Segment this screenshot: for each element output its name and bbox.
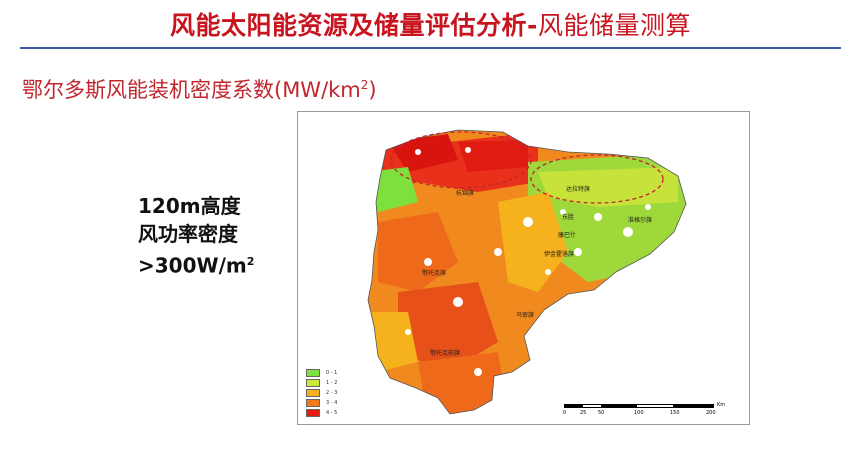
legend-label: 1 - 2 [326,379,338,386]
map-legend: 0 - 1 1 - 2 2 - 3 3 - 4 4 - 5 [306,368,337,418]
note-line-2: 风功率密度 [138,222,238,246]
legend-swatch [306,398,320,407]
scale-tick: 200 [706,410,716,416]
scale-unit: Km [717,402,726,408]
legend-item: 4 - 5 [306,408,337,417]
title-divider [20,47,841,49]
legend-swatch [306,368,320,377]
place-label: 康巴什 [558,232,577,239]
legend-label: 4 - 5 [326,409,338,416]
place-label: 鄂托克旗 [422,270,447,277]
high-density-zone-west [390,131,532,189]
legend-swatch [306,378,320,387]
legend-label: 2 - 3 [326,389,338,396]
legend-item: 3 - 4 [306,398,337,407]
scale-tick: 100 [634,410,644,416]
legend-label: 0 - 1 [326,369,338,376]
note-line-1: 120m高度 [138,194,241,218]
slide-title-sub: 风能储量测算 [537,11,691,40]
map-fill [368,130,686,414]
scale-bar-track [564,404,714,408]
note-line-3: >300W/m2 [138,248,254,280]
density-map: 杭锦旗 达拉特旗 准格尔旗 东胜 康巴什 伊金霍洛旗 鄂托克旗 乌审旗 鄂托克前… [297,111,750,425]
legend-item: 0 - 1 [306,368,337,377]
scale-tick: 25 [580,410,587,416]
subtitle-close: ) [368,78,377,102]
scale-tick: 50 [598,410,605,416]
place-label: 杭锦旗 [456,190,475,197]
place-label: 准格尔旗 [628,217,653,224]
subtitle-sup: 2 [360,78,369,92]
legend-swatch [306,408,320,417]
scale-tick: 150 [670,410,680,416]
slide-subtitle: 鄂尔多斯风能装机密度系数(MW/km2) [22,74,377,104]
legend-item: 2 - 3 [306,388,337,397]
place-label: 达拉特旗 [566,186,591,193]
slide-title-main: 风能太阳能资源及储量评估分析- [170,11,538,40]
note-line-3-sup: 2 [246,255,255,268]
note-line-3-text: >300W/m [138,253,247,278]
subtitle-text: 鄂尔多斯风能装机密度系数(MW/km [22,78,361,102]
place-label: 乌审旗 [516,312,535,319]
legend-label: 3 - 4 [326,399,338,406]
scale-bar: 0 25 50 100 150 200 Km [560,402,738,422]
slide-title: 风能太阳能资源及储量评估分析-风能储量测算 [0,6,861,42]
place-label: 鄂托克前旗 [430,350,461,357]
legend-item: 1 - 2 [306,378,337,387]
region-outline [367,129,687,415]
map-graphic [367,129,687,415]
scale-tick: 0 [563,410,567,416]
high-density-zone-east [530,154,664,204]
place-label: 伊金霍洛旗 [544,251,575,258]
place-label: 东胜 [562,214,575,221]
condition-note: 120m高度 风功率密度 >300W/m2 [138,192,254,280]
legend-swatch [306,388,320,397]
